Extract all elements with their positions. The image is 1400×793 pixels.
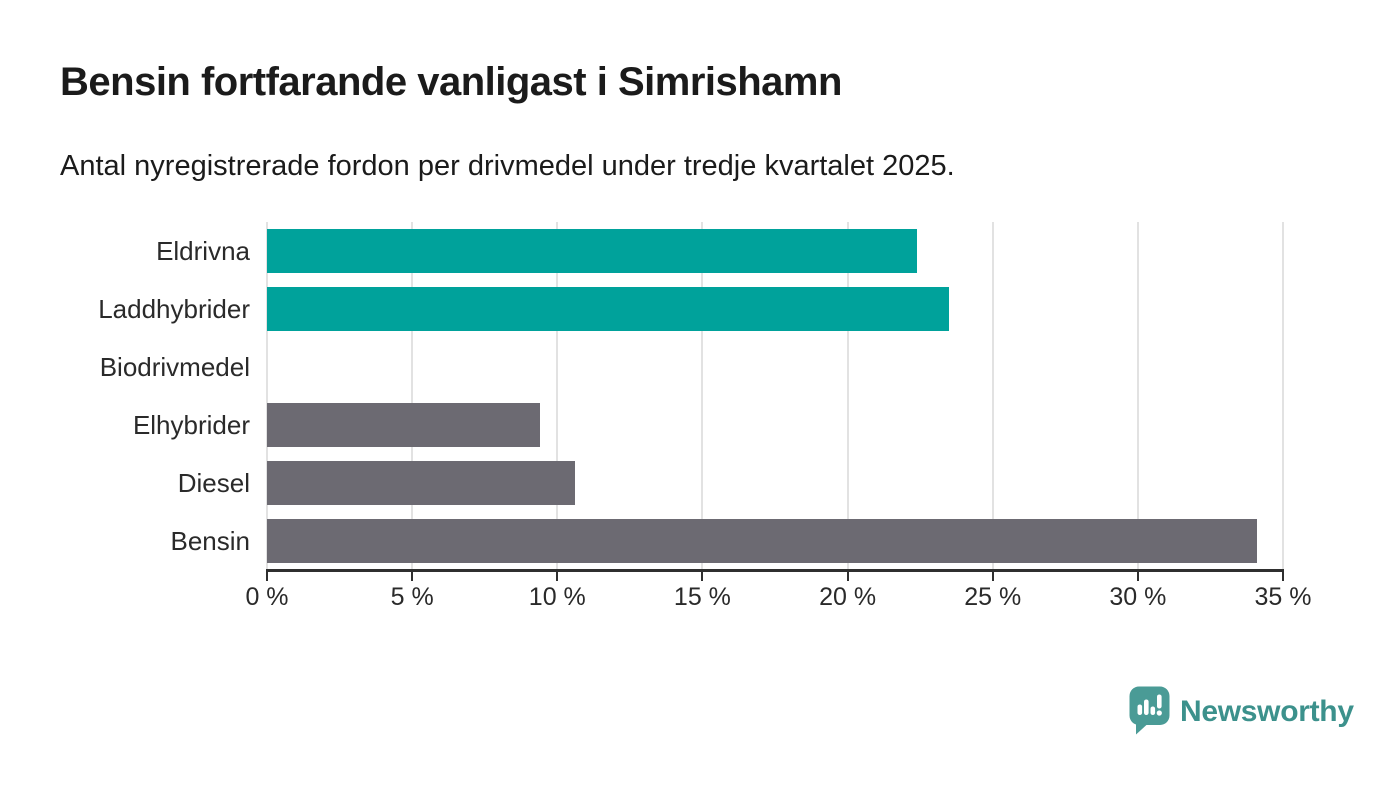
- gridline: [846, 222, 849, 570]
- gridline: [266, 222, 268, 570]
- category-label: Bensin: [170, 526, 251, 556]
- gridline: [991, 222, 994, 570]
- newsworthy-logo-icon: [1129, 686, 1170, 735]
- bar-row: Eldrivna: [156, 222, 1283, 280]
- axis-tick: [701, 569, 704, 581]
- category-label: Diesel: [177, 468, 250, 498]
- gridline: [701, 222, 704, 570]
- newsworthy-logo-text: Newsworthy: [1180, 694, 1354, 728]
- axis-tick: [1136, 569, 1139, 581]
- axis-tick-label: 10 %: [528, 583, 586, 611]
- bar-row: Bensin: [171, 512, 1283, 570]
- axis-tick-label: 25 %: [964, 583, 1022, 611]
- axis-tick-label: 0 %: [245, 583, 289, 611]
- bar-diesel: [267, 461, 575, 505]
- axis-tick: [556, 569, 559, 581]
- bar-chart: Eldrivna Laddhybrider Biodrivmedel Elhybrid…: [98, 222, 1311, 611]
- bar-row: Biodrivmedel: [100, 338, 1283, 396]
- axis-tick-label: 20 %: [819, 583, 877, 611]
- axis-tick: [1282, 569, 1284, 581]
- bar-laddhybrider: [267, 287, 950, 331]
- category-label: Biodrivmedel: [99, 352, 250, 382]
- axis-tick-label: 35 %: [1254, 583, 1312, 611]
- bar-row: Elhybrider: [133, 396, 1283, 454]
- gridlines: [266, 222, 1284, 570]
- axis-tick: [846, 569, 849, 581]
- category-label: Elhybrider: [132, 410, 250, 440]
- category-label: Eldrivna: [156, 236, 250, 266]
- axis-tick: [991, 569, 994, 581]
- gridline: [1136, 222, 1139, 570]
- bar-rows: Eldrivna Laddhybrider Biodrivmedel Elhybrid…: [98, 222, 1283, 570]
- bar-bensin: [267, 519, 1257, 563]
- bar-row: Diesel: [178, 454, 1283, 512]
- axis-tick-label: 5 %: [390, 583, 434, 611]
- axis-tick-label: 15 %: [673, 583, 731, 611]
- category-label: Laddhybrider: [98, 294, 250, 324]
- gridline: [1282, 222, 1284, 570]
- bar-eldrivna: [267, 229, 918, 273]
- axis-tick-label: 30 %: [1109, 583, 1167, 611]
- x-axis-line: [266, 569, 1284, 572]
- gridline: [411, 222, 414, 570]
- bar-elhybrider: [267, 403, 540, 447]
- newsworthy-logo: Newsworthy: [1129, 686, 1354, 737]
- chart-title: Bensin fortfarande vanligast i Simrisham…: [60, 60, 842, 104]
- axis-tick: [266, 569, 268, 581]
- chart-subtitle: Antal nyregistrerade fordon per drivmede…: [60, 150, 955, 182]
- gridline: [556, 222, 559, 570]
- axis-tick: [411, 569, 414, 581]
- bar-row: Laddhybrider: [98, 280, 1283, 338]
